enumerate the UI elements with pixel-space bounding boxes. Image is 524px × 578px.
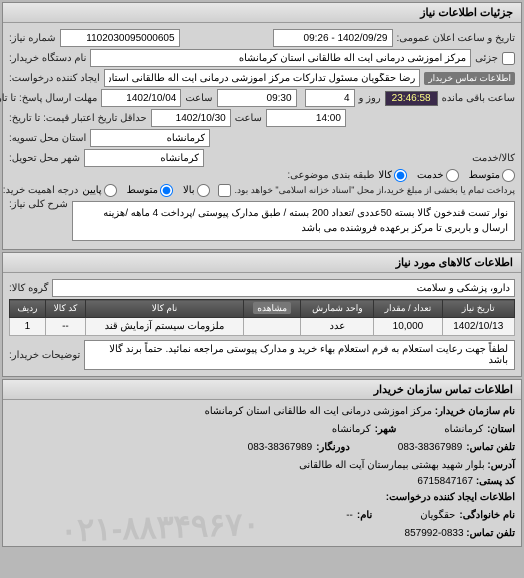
- cell-code: --: [45, 318, 85, 336]
- request-no-label: شماره نیاز:: [9, 33, 56, 44]
- radio-med[interactable]: [160, 184, 173, 197]
- cell-name: ملزومات سیستم آزمایش قند: [85, 318, 243, 336]
- priority-radio-group: بالا متوسط پایین: [82, 184, 209, 197]
- remaining-label: ساعت باقی مانده: [442, 93, 515, 104]
- family-label: نام خانوادگی:: [459, 508, 515, 524]
- deadline-time-label: ساعت: [185, 93, 212, 104]
- contact-buyer-btn[interactable]: اطلاعات تماس خریدار: [424, 72, 515, 85]
- group-label: گروه کالا:: [9, 283, 48, 294]
- subject-radio-group: متوسط خدمت کالا: [378, 169, 515, 182]
- name-value3: --: [346, 508, 353, 524]
- buyer-note-box: لطفاً جهت رعایت استعلام به فرم استعلام ب…: [84, 340, 515, 370]
- radio-goods[interactable]: [394, 169, 407, 182]
- announce-input[interactable]: [273, 29, 393, 47]
- postal-value: 6715847167: [417, 476, 473, 487]
- col-idx: ردیف: [10, 300, 46, 318]
- city-input[interactable]: [84, 149, 204, 167]
- deadline-time-input[interactable]: [217, 89, 297, 107]
- validity-time-label: ساعت: [235, 113, 262, 124]
- need-details-panel: جزئیات اطلاعات نیاز تاریخ و ساعت اعلان ع…: [2, 2, 522, 250]
- phone-label3: تلفن تماس:: [466, 440, 515, 456]
- payment-checkbox[interactable]: [218, 184, 231, 197]
- radio-low[interactable]: [104, 184, 117, 197]
- name-label3: نام:: [357, 508, 372, 524]
- province-input[interactable]: [90, 129, 210, 147]
- org-label: نام سازمان خریدار:: [435, 406, 515, 417]
- partial-checkbox[interactable]: [502, 52, 515, 65]
- remaining-timer: 23:46:58: [385, 91, 438, 106]
- cell-idx: 1: [10, 318, 46, 336]
- goods-table: تاریخ نیاز تعداد / مقدار واحد شمارش مشاه…: [9, 299, 515, 336]
- buyer-contact-panel: اطلاعات تماس سازمان خریدار نام سازمان خر…: [2, 379, 522, 547]
- creator-phone-value: 0833-857992: [405, 528, 464, 539]
- city-value3: کرمانشاه: [332, 422, 371, 438]
- creator-phone-label: تلفن تماس:: [466, 528, 515, 539]
- province-label3: استان:: [487, 422, 515, 438]
- summary-label: شرح کلی نیاز:: [9, 199, 68, 210]
- cell-date: 1402/10/13: [442, 318, 514, 336]
- summary-box: نوار تست قندخون گالا بسته 50عددی /تعداد …: [72, 201, 515, 241]
- city-label: شهر محل تحویل:: [9, 153, 80, 164]
- radio-high[interactable]: [197, 184, 210, 197]
- address-value: بلوار شهید بهشتی بیمارستان آیت اله طالقا…: [299, 460, 485, 471]
- panel2-header: اطلاعات کالاهای مورد نیاز: [3, 253, 521, 273]
- days-label: روز و: [359, 93, 381, 104]
- validity-time-input[interactable]: [266, 109, 346, 127]
- radio-service[interactable]: [446, 169, 459, 182]
- cell-unit: عدد: [301, 318, 374, 336]
- table-row[interactable]: 1402/10/13 10,000 عدد ملزومات سیستم آزما…: [10, 318, 515, 336]
- fax-label: دورنگار:: [316, 440, 350, 456]
- phone-value3: 083-38367989: [398, 440, 463, 456]
- cell-vs: [243, 318, 300, 336]
- days-input[interactable]: [305, 89, 355, 107]
- fax-value: 083-38367989: [248, 440, 313, 456]
- requester-input[interactable]: [104, 69, 421, 87]
- cell-qty: 10,000: [374, 318, 442, 336]
- family-value: حقگویان: [420, 508, 455, 524]
- request-no-input[interactable]: [60, 29, 180, 47]
- org-value: مرکز اموزشی درمانی ایت اله طالقانی استان…: [205, 406, 432, 417]
- col-code: کد کالا: [45, 300, 85, 318]
- col-qty: تعداد / مقدار: [374, 300, 442, 318]
- validity-label: حداقل تاریخ اعتبار قیمت: تا تاریخ:: [9, 113, 147, 124]
- col-name: نام کالا: [85, 300, 243, 318]
- group-input[interactable]: [52, 279, 515, 297]
- device-input[interactable]: [90, 49, 471, 67]
- deadline-label: مهلت ارسال پاسخ: تا تاریخ:: [0, 93, 97, 104]
- address-label: آدرس:: [487, 460, 515, 471]
- city-label3: شهر:: [375, 422, 397, 438]
- postal-label: کد پستی:: [476, 476, 515, 487]
- panel3-header: اطلاعات تماس سازمان خریدار: [3, 380, 521, 400]
- delivery-label: کالا/خدمت: [472, 153, 515, 164]
- col-unit: واحد شمارش: [301, 300, 374, 318]
- buyer-note-label: توضیحات خریدار:: [9, 350, 80, 361]
- package-label: طبقه بندی موضوعی:: [287, 170, 374, 181]
- province-label: استان محل تسویه:: [9, 133, 86, 144]
- announce-label: تاریخ و ساعت اعلان عمومی:: [397, 33, 516, 44]
- device-label: نام دستگاه خریدار:: [9, 53, 86, 64]
- creator-title: اطلاعات ایجاد کننده درخواست:: [9, 490, 515, 506]
- partial-label: جزئی: [475, 53, 498, 64]
- col-date: تاریخ نیاز: [442, 300, 514, 318]
- radio-both[interactable]: [502, 169, 515, 182]
- priority-label: درجه اهمیت خرید:: [3, 185, 79, 196]
- panel1-header: جزئیات اطلاعات نیاز: [3, 3, 521, 23]
- deadline-date-input[interactable]: [101, 89, 181, 107]
- validity-date-input[interactable]: [151, 109, 231, 127]
- province-value3: کرمانشاه: [444, 422, 483, 438]
- goods-info-panel: اطلاعات کالاهای مورد نیاز گروه کالا: تار…: [2, 252, 522, 377]
- payment-note: پرداخت تمام یا بخشی از مبلغ خرید،از محل …: [235, 185, 515, 196]
- requester-label: ایجاد کننده درخواست:: [9, 73, 100, 84]
- col-vs: مشاهده: [243, 300, 300, 318]
